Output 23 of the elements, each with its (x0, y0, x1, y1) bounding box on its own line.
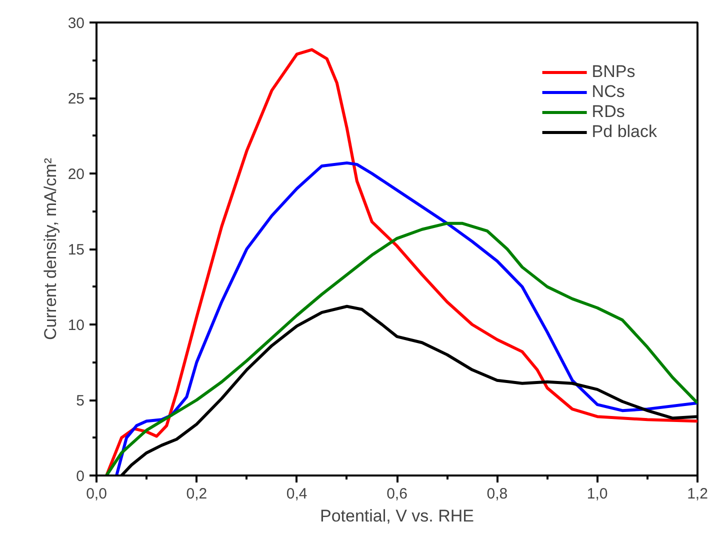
x-axis-title: Potential, V vs. RHE (320, 506, 474, 526)
y-tick-label: 0 (76, 468, 84, 485)
legend-label: NCs (592, 82, 625, 102)
x-tick-label: 1,2 (687, 486, 708, 502)
line-series (105, 48, 698, 476)
legend-label: Pd black (592, 122, 657, 142)
line-series (115, 161, 698, 476)
line-series (105, 222, 698, 476)
legend-label: RDs (592, 102, 625, 122)
x-tick-label: 0,8 (486, 486, 508, 502)
x-tick-label: 0,0 (86, 486, 107, 502)
y-tick-label: 20 (68, 166, 85, 183)
x-tick-label: 0,6 (386, 486, 408, 502)
x-tick-label: 1,0 (586, 486, 608, 502)
y-tick-label: 5 (76, 392, 84, 410)
y-tick-label: 30 (68, 15, 85, 32)
y-axis-title: Current density, mA/cm² (40, 158, 60, 340)
y-tick-label: 15 (68, 242, 85, 258)
legend-label: BNPs (592, 62, 636, 82)
y-tick-label: 25 (68, 90, 85, 108)
x-tick-label: 0,2 (186, 486, 208, 502)
y-tick-label: 10 (68, 317, 85, 334)
x-tick-label: 0,4 (286, 486, 308, 502)
